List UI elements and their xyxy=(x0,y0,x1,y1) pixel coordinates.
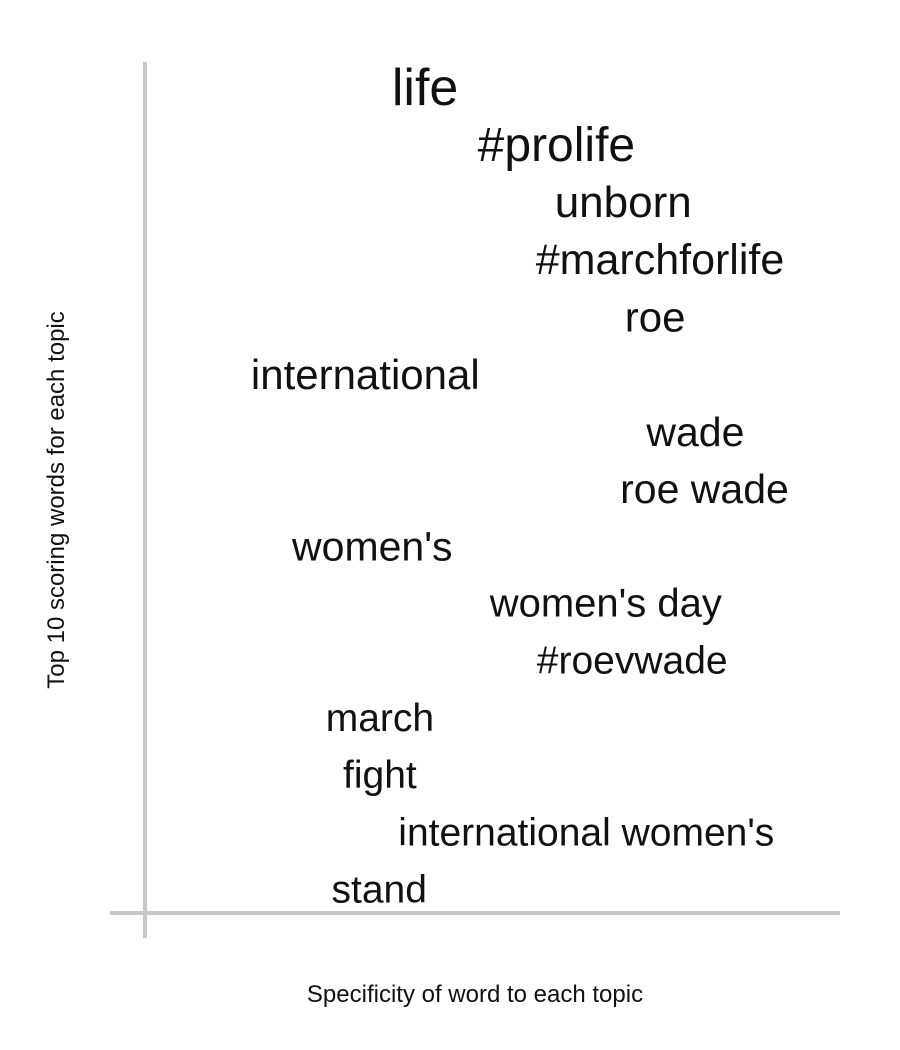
word-label-10: women's day xyxy=(489,582,722,626)
word-label-11: #roevwade xyxy=(537,640,728,683)
word-label-1: life xyxy=(392,59,458,117)
word-label-3: unborn xyxy=(555,178,692,227)
word-label-15: stand xyxy=(331,869,426,912)
word-label-6: international xyxy=(251,351,480,398)
word-label-7: wade xyxy=(645,409,744,455)
word-layer: life #prolife unborn #marchforlife roe intern… xyxy=(251,59,789,912)
word-label-9: women's xyxy=(291,523,453,569)
y-axis-label: Top 10 scoring words for each topic xyxy=(43,311,70,689)
word-label-4: #marchforlife xyxy=(536,236,785,284)
word-label-8: roe wade xyxy=(620,466,789,512)
word-label-5: roe xyxy=(625,294,686,341)
word-label-2: #prolife xyxy=(478,119,635,172)
word-label-12: march xyxy=(326,697,434,740)
x-axis-label: Specificity of word to each topic xyxy=(306,981,644,1008)
word-label-14: international women's xyxy=(398,811,774,854)
word-label-13: fight xyxy=(343,754,417,797)
